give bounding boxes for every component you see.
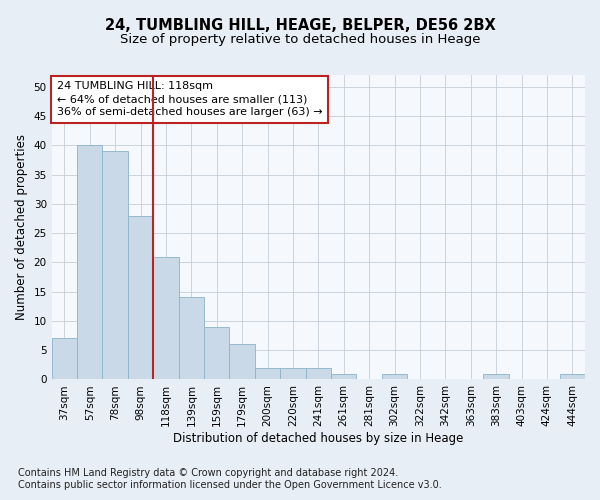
Bar xyxy=(255,368,280,380)
Text: Contains HM Land Registry data © Crown copyright and database right 2024.: Contains HM Land Registry data © Crown c… xyxy=(18,468,398,477)
Bar xyxy=(331,374,356,380)
Y-axis label: Number of detached properties: Number of detached properties xyxy=(15,134,28,320)
Bar xyxy=(103,151,128,380)
Text: Size of property relative to detached houses in Heage: Size of property relative to detached ho… xyxy=(120,32,480,46)
X-axis label: Distribution of detached houses by size in Heage: Distribution of detached houses by size … xyxy=(173,432,464,445)
Bar xyxy=(77,146,103,380)
Bar xyxy=(280,368,305,380)
Text: 24, TUMBLING HILL, HEAGE, BELPER, DE56 2BX: 24, TUMBLING HILL, HEAGE, BELPER, DE56 2… xyxy=(104,18,496,32)
Bar xyxy=(305,368,331,380)
Bar xyxy=(204,327,229,380)
Bar xyxy=(382,374,407,380)
Bar xyxy=(560,374,585,380)
Bar xyxy=(52,338,77,380)
Bar xyxy=(179,298,204,380)
Bar xyxy=(229,344,255,380)
Bar xyxy=(128,216,153,380)
Bar xyxy=(484,374,509,380)
Bar xyxy=(153,256,179,380)
Text: Contains public sector information licensed under the Open Government Licence v3: Contains public sector information licen… xyxy=(18,480,442,490)
Text: 24 TUMBLING HILL: 118sqm
← 64% of detached houses are smaller (113)
36% of semi-: 24 TUMBLING HILL: 118sqm ← 64% of detach… xyxy=(57,81,323,118)
